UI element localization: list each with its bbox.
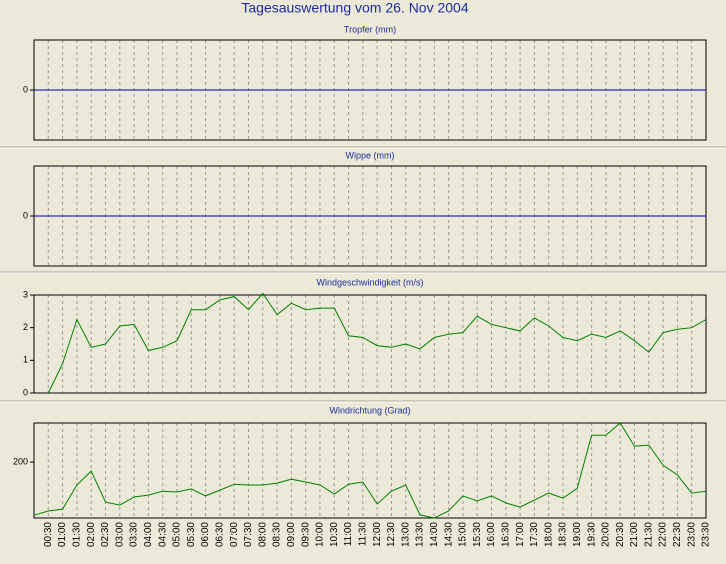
panel-title: Windrichtung (Grad) — [329, 405, 410, 415]
data-line — [33, 422, 707, 519]
x-tick-label: 07:30 — [243, 522, 254, 547]
x-tick-label: 20:30 — [615, 522, 626, 547]
y-tick-label: 200 — [13, 456, 28, 466]
plot-frame — [33, 422, 707, 519]
x-tick-label: 06:30 — [215, 522, 226, 547]
x-tick-label: 03:00 — [114, 522, 125, 547]
x-tick-label: 17:30 — [529, 522, 540, 547]
x-tick-label: 16:30 — [500, 522, 511, 547]
x-tick-label: 17:00 — [515, 522, 526, 547]
x-tick-label: 04:00 — [143, 522, 154, 547]
x-tick-label: 10:30 — [329, 522, 340, 547]
x-tick-label: 03:30 — [129, 522, 140, 547]
y-tick-label: 3 — [23, 289, 28, 299]
x-tick-label: 14:00 — [429, 522, 440, 547]
x-tick-label: 13:00 — [400, 522, 411, 547]
x-tick-label: 04:30 — [157, 522, 168, 547]
panel-title: Tropfer (mm) — [344, 24, 396, 34]
x-tick-label: 14:30 — [443, 522, 454, 547]
x-tick-label: 08:30 — [272, 522, 283, 547]
x-tick-label: 18:30 — [558, 522, 569, 547]
x-tick-label: 10:00 — [315, 522, 326, 547]
x-tick-label: 06:00 — [200, 522, 211, 547]
x-tick-label: 00:30 — [43, 522, 54, 547]
x-tick-label: 12:00 — [372, 522, 383, 547]
x-tick-label: 23:00 — [686, 522, 697, 547]
y-tick-label: 0 — [23, 387, 28, 397]
x-tick-label: 05:00 — [172, 522, 183, 547]
plot-frame — [33, 294, 707, 394]
x-tick-label: 13:30 — [415, 522, 426, 547]
x-tick-label: 12:30 — [386, 522, 397, 547]
x-tick-label: 07:00 — [229, 522, 240, 547]
x-tick-label: 16:00 — [486, 522, 497, 547]
y-tick-label: 2 — [23, 322, 28, 332]
x-tick-label: 22:30 — [672, 522, 683, 547]
x-tick-label: 08:00 — [257, 522, 268, 547]
x-tick-label: 19:30 — [586, 522, 597, 547]
page-title: Tagesauswertung vom 26. Nov 2004 — [241, 0, 468, 16]
panel-title: Wippe (mm) — [346, 150, 395, 160]
x-tick-label: 15:30 — [472, 522, 483, 547]
x-tick-label: 09:30 — [300, 522, 311, 547]
panel-title: Windgeschwindigkeit (m/s) — [316, 277, 423, 287]
x-tick-label: 18:00 — [543, 522, 554, 547]
x-tick-label: 20:00 — [601, 522, 612, 547]
x-tick-label: 15:00 — [458, 522, 469, 547]
x-tick-label: 09:00 — [286, 522, 297, 547]
x-tick-label: 11:00 — [343, 522, 354, 547]
x-tick-label: 01:30 — [72, 522, 83, 547]
y-tick-label: 0 — [23, 210, 28, 220]
x-tick-label: 02:30 — [100, 522, 111, 547]
x-tick-label: 11:30 — [357, 522, 368, 547]
x-tick-label: 01:00 — [57, 522, 68, 547]
x-tick-label: 05:30 — [186, 522, 197, 547]
x-tick-label: 19:00 — [572, 522, 583, 547]
y-tick-label: 1 — [23, 355, 28, 365]
x-tick-label: 21:30 — [643, 522, 654, 547]
x-tick-label: 22:00 — [658, 522, 669, 547]
data-line — [47, 292, 707, 394]
x-tick-label: 02:00 — [86, 522, 97, 547]
y-tick-label: 0 — [23, 84, 28, 94]
x-tick-label: 21:00 — [629, 522, 640, 547]
x-tick-label: 23:30 — [701, 522, 712, 547]
